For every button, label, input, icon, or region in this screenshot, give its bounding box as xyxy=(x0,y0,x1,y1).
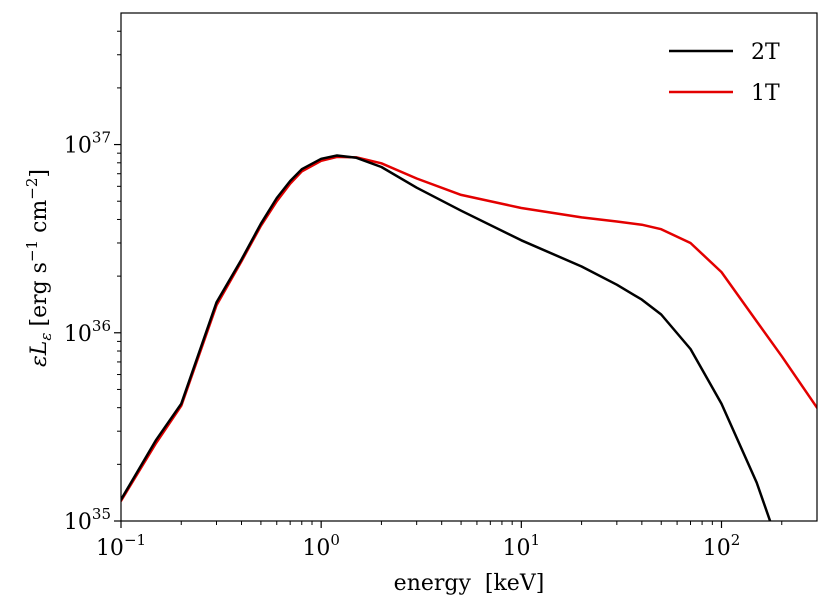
x-tick-exp: −1 xyxy=(124,531,146,549)
y-label-close: ] xyxy=(27,169,52,178)
legend-label-2t: 2T xyxy=(751,40,780,65)
y-label-exp1: −1 xyxy=(23,240,41,262)
y-tick-exp: 37 xyxy=(92,129,111,147)
x-tick-exp: 0 xyxy=(330,531,340,549)
y-tick-base: 10 xyxy=(64,322,92,347)
plot-area xyxy=(121,13,817,521)
y-axis-label: εLε [erg s−1 cm−2] xyxy=(23,169,55,367)
plot-frame xyxy=(120,12,818,522)
x-tick-label: 10−1 xyxy=(96,531,146,561)
x-tick-exp: 1 xyxy=(531,531,541,549)
y-tick-base: 10 xyxy=(64,134,92,159)
x-tick-label: 102 xyxy=(703,531,741,561)
legend: 2T 1T xyxy=(669,40,780,106)
x-tick-exp: 2 xyxy=(731,531,741,549)
x-tick-base: 10 xyxy=(96,536,124,561)
x-tick-base: 10 xyxy=(703,536,731,561)
x-tick-label: 100 xyxy=(302,531,340,561)
x-axis-label: energy [keV] xyxy=(394,571,545,596)
x-tick-base: 10 xyxy=(503,536,531,561)
y-tick-base: 10 xyxy=(64,510,92,535)
x-tick-label: 101 xyxy=(503,531,541,561)
x-tick-base: 10 xyxy=(302,536,330,561)
y-tick-label: 1036 xyxy=(64,317,111,347)
y-label-sub: ε xyxy=(37,333,55,341)
y-tick-exp: 35 xyxy=(92,505,111,523)
series-layer xyxy=(121,154,817,521)
y-tick-exp: 36 xyxy=(92,317,111,335)
y-label-main: εL xyxy=(27,341,52,367)
y-label-exp2: −2 xyxy=(23,178,41,200)
y-tick-label: 1037 xyxy=(64,129,111,159)
y-label-mid: cm xyxy=(27,200,52,240)
series-line-2t xyxy=(121,154,772,521)
legend-label-1t: 1T xyxy=(751,81,780,106)
y-tick-label: 1035 xyxy=(64,505,111,535)
y-label-units: [erg s xyxy=(27,262,52,327)
